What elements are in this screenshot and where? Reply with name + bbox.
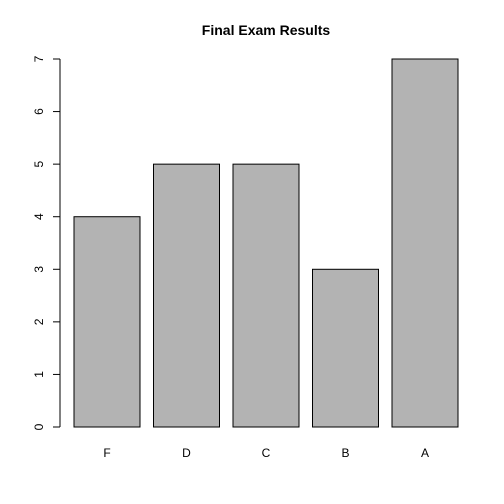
y-tick-label: 4 (32, 213, 46, 220)
y-tick-label: 3 (32, 266, 46, 273)
y-tick-label: 2 (32, 318, 46, 325)
y-tick-label: 0 (32, 423, 46, 430)
y-tick-label: 6 (32, 108, 46, 115)
x-tick-label: C (262, 446, 271, 460)
y-tick-label: 1 (32, 371, 46, 378)
x-tick-label: A (421, 446, 429, 460)
bars-group (74, 59, 458, 427)
y-tick-label: 5 (32, 160, 46, 167)
y-axis: 0 1 2 3 4 5 6 7 (32, 55, 60, 430)
chart-title: Final Exam Results (202, 22, 331, 38)
y-tick-label: 7 (32, 55, 46, 62)
bar-B (313, 269, 379, 427)
x-tick-label: F (103, 446, 110, 460)
x-tick-label: B (341, 446, 349, 460)
x-tick-label: D (182, 446, 191, 460)
bar-C (233, 164, 299, 427)
bar-D (154, 164, 220, 427)
bar-A (392, 59, 458, 427)
bar-F (74, 217, 140, 427)
